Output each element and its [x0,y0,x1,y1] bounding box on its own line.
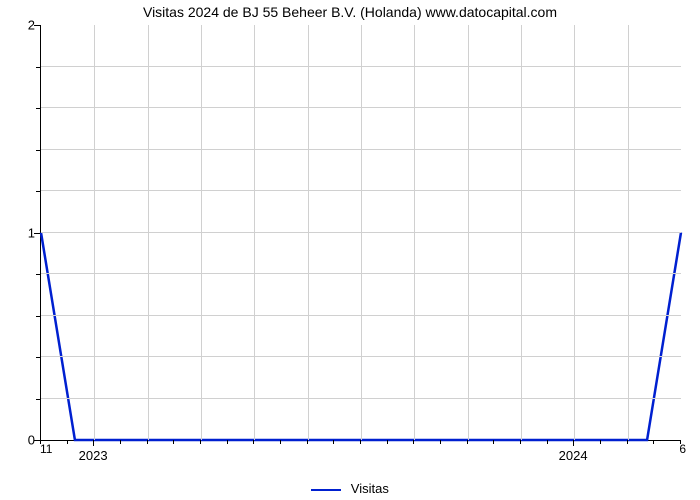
x-axis-minor-tick [360,440,361,444]
gridline-horizontal [41,232,681,233]
x-axis-minor-tick [467,440,468,444]
gridline-vertical [521,25,522,440]
gridline-vertical [414,25,415,440]
gridline-horizontal [41,107,681,108]
gridline-vertical [468,25,469,440]
x-axis-minor-tick [67,440,68,444]
y-axis-minor-tick [36,191,40,192]
legend-label: Visitas [351,481,389,496]
legend-line-icon [311,489,341,491]
gridline-horizontal [41,149,681,150]
x-axis-minor-tick [413,440,414,444]
y-axis-minor-tick [36,108,40,109]
gridline-vertical [574,25,575,440]
x-axis-minor-tick [493,440,494,444]
legend: Visitas [0,481,700,496]
y-axis-minor-tick [36,274,40,275]
x-axis-tick-label: 2024 [559,448,588,463]
x-axis-minor-tick [440,440,441,444]
gridline-horizontal [41,66,681,67]
y-axis-minor-tick [36,316,40,317]
gridline-vertical [201,25,202,440]
y-axis-tick-label: 0 [20,433,35,448]
gridline-vertical [628,25,629,440]
y-axis-tick-label: 2 [20,18,35,33]
x-axis-minor-tick [680,440,681,444]
y-axis-tick-mark [34,25,40,26]
x-axis-minor-tick [253,440,254,444]
chart-title: Visitas 2024 de BJ 55 Beheer B.V. (Holan… [0,4,700,20]
x-axis-minor-tick [547,440,548,444]
gridline-horizontal [41,356,681,357]
x-axis-minor-tick [653,440,654,444]
gridline-vertical [361,25,362,440]
x-axis-minor-tick [120,440,121,444]
gridline-horizontal [41,398,681,399]
y-axis-minor-tick [36,150,40,151]
gridline-horizontal [41,190,681,191]
corner-left-label: 11 [40,442,52,456]
x-axis-minor-tick [173,440,174,444]
chart-container: Visitas 2024 de BJ 55 Beheer B.V. (Holan… [0,0,700,500]
y-axis-minor-tick [36,67,40,68]
x-axis-minor-tick [520,440,521,444]
gridline-vertical [254,25,255,440]
x-axis-minor-tick [200,440,201,444]
gridline-vertical [94,25,95,440]
x-axis-minor-tick [280,440,281,444]
y-axis-tick-label: 1 [20,225,35,240]
y-axis-tick-mark [34,233,40,234]
plot-area [40,25,681,441]
x-axis-minor-tick [40,440,41,444]
y-axis-minor-tick [36,399,40,400]
gridline-vertical [308,25,309,440]
gridline-horizontal [41,273,681,274]
x-axis-minor-tick [307,440,308,444]
x-axis-tick-label: 2023 [79,448,108,463]
x-axis-tick-mark [93,440,94,446]
x-axis-minor-tick [387,440,388,444]
gridline-vertical [148,25,149,440]
x-axis-minor-tick [627,440,628,444]
y-axis-minor-tick [36,357,40,358]
x-axis-minor-tick [147,440,148,444]
corner-right-label: 6 [679,442,686,456]
x-axis-minor-tick [227,440,228,444]
gridline-horizontal [41,315,681,316]
x-axis-minor-tick [600,440,601,444]
x-axis-minor-tick [333,440,334,444]
x-axis-tick-mark [573,440,574,446]
